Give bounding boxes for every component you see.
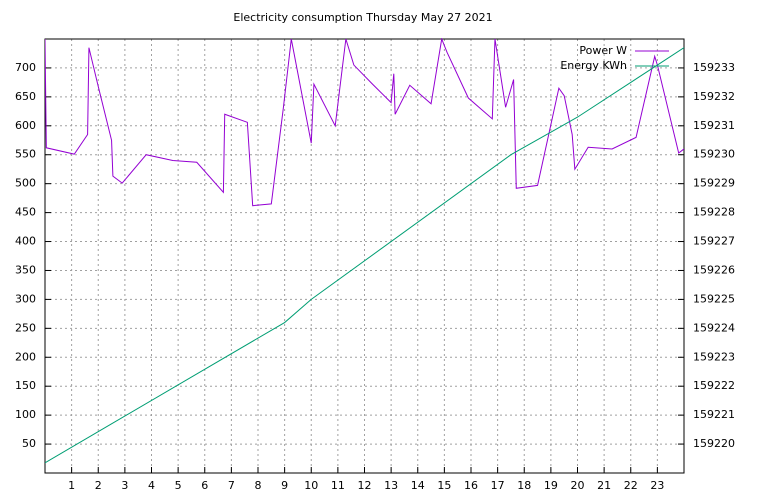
- y-tick-label: 350: [15, 263, 36, 276]
- y2-tick-label: 159233: [693, 61, 735, 74]
- x-tick-label: 7: [228, 479, 235, 492]
- legend-label: Energy KWh: [560, 59, 627, 72]
- x-tick-label: 18: [517, 479, 531, 492]
- y-tick-label: 250: [15, 321, 36, 334]
- x-tick-label: 3: [121, 479, 128, 492]
- x-tick-label: 15: [437, 479, 451, 492]
- x-tick-label: 12: [358, 479, 372, 492]
- y2-tick-label: 159232: [693, 90, 735, 103]
- series-line: [45, 47, 684, 464]
- y-tick-label: 650: [15, 90, 36, 103]
- x-tick-label: 21: [597, 479, 611, 492]
- x-tick-label: 8: [255, 479, 262, 492]
- y2-tick-label: 159226: [693, 263, 735, 276]
- x-tick-label: 2: [95, 479, 102, 492]
- y2-tick-label: 159221: [693, 408, 735, 421]
- chart-title: Electricity consumption Thursday May 27 …: [233, 11, 492, 24]
- y-tick-label: 150: [15, 379, 36, 392]
- x-tick-label: 4: [148, 479, 155, 492]
- x-tick-label: 22: [624, 479, 638, 492]
- y2-tick-label: 159222: [693, 379, 735, 392]
- y-tick-label: 550: [15, 148, 36, 161]
- x-tick-label: 6: [201, 479, 208, 492]
- y-tick-label: 400: [15, 235, 36, 248]
- y2-tick-label: 159224: [693, 321, 735, 334]
- y2-tick-label: 159225: [693, 292, 735, 305]
- y-tick-label: 700: [15, 61, 36, 74]
- plot-frame: [44, 38, 685, 474]
- y-tick-label: 450: [15, 206, 36, 219]
- y2-tick-label: 159231: [693, 119, 735, 132]
- legend-label: Power W: [579, 44, 627, 57]
- x-tick-label: 10: [304, 479, 318, 492]
- x-tick-label: 19: [544, 479, 558, 492]
- x-tick-label: 23: [650, 479, 664, 492]
- x-tick-label: 14: [411, 479, 425, 492]
- x-tick-label: 17: [491, 479, 505, 492]
- x-tick-label: 20: [571, 479, 585, 492]
- x-tick-label: 5: [175, 479, 182, 492]
- x-tick-label: 1: [68, 479, 75, 492]
- x-tick-label: 16: [464, 479, 478, 492]
- y-tick-label: 300: [15, 292, 36, 305]
- y-tick-label: 50: [22, 437, 36, 450]
- y-tick-label: 600: [15, 119, 36, 132]
- y2-tick-label: 159227: [693, 235, 735, 248]
- y2-tick-label: 159223: [693, 350, 735, 363]
- y2-tick-label: 159229: [693, 177, 735, 190]
- y2-tick-label: 159230: [693, 148, 735, 161]
- y2-tick-label: 159220: [693, 437, 735, 450]
- series-line: [45, 38, 684, 207]
- y-tick-label: 200: [15, 350, 36, 363]
- x-tick-label: 9: [281, 479, 288, 492]
- x-tick-label: 13: [384, 479, 398, 492]
- x-tick-label: 11: [331, 479, 345, 492]
- y-tick-label: 100: [15, 408, 36, 421]
- y2-tick-label: 159228: [693, 206, 735, 219]
- y-tick-label: 500: [15, 177, 36, 190]
